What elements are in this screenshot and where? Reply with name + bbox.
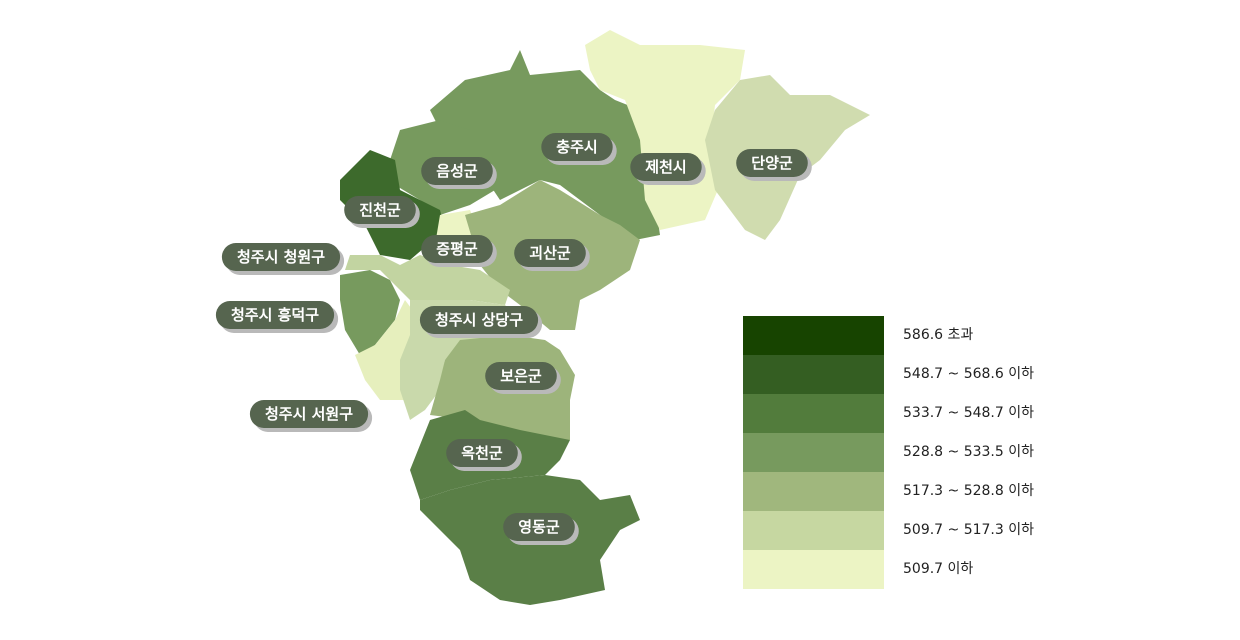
region-name: 단양군 — [751, 154, 793, 172]
region-label: 영동군 — [503, 513, 579, 545]
label-pill — [446, 439, 518, 467]
region-label: 증평군 — [421, 235, 497, 267]
region-label: 괴산군 — [514, 239, 590, 271]
region-name: 청주시 상당구 — [435, 311, 523, 329]
legend-label: 528.8 ~ 533.5 이하 — [903, 444, 1034, 460]
region-name: 청주시 흥덕구 — [231, 306, 319, 324]
label-pill — [485, 362, 557, 390]
region-label: 청주시 상당구 — [419, 306, 543, 338]
label-pill — [421, 157, 493, 185]
legend-label: 533.7 ~ 548.7 이하 — [903, 405, 1034, 421]
label-pill — [630, 153, 702, 181]
label-pill — [503, 513, 575, 541]
region-name: 보은군 — [500, 367, 542, 385]
region-label: 제천시 — [630, 153, 706, 185]
legend-swatch — [743, 355, 884, 394]
legend: 586.6 초과 548.7 ~ 568.6 이하 533.7 ~ 548.7 이하… — [743, 316, 1034, 589]
region-shape — [585, 30, 745, 230]
region-name: 청주시 서원구 — [265, 405, 353, 423]
region-name: 영동군 — [518, 518, 560, 536]
region-name: 충주시 — [556, 138, 597, 156]
region-label: 충주시 — [541, 133, 617, 165]
legend-swatch — [743, 511, 884, 550]
label-pill — [541, 133, 613, 161]
label-pill — [736, 149, 808, 177]
region-label: 청주시 흥덕구 — [215, 301, 339, 333]
legend-swatch — [743, 394, 884, 433]
region-name: 청주시 청원구 — [237, 248, 325, 266]
label-pill — [419, 306, 539, 334]
region-name: 제천시 — [645, 158, 686, 176]
region-label: 보은군 — [485, 362, 561, 394]
legend-label: 517.3 ~ 528.8 이하 — [903, 483, 1034, 499]
legend-label: 586.6 초과 — [903, 327, 973, 343]
region-label: 옥천군 — [446, 439, 522, 471]
region-name: 증평군 — [436, 240, 478, 258]
region-label: 청주시 서원구 — [249, 400, 373, 432]
legend-swatch — [743, 472, 884, 511]
legend-swatch — [743, 433, 884, 472]
label-pill — [421, 235, 493, 263]
legend-label: 548.7 ~ 568.6 이하 — [903, 366, 1034, 382]
label-pill — [344, 196, 416, 224]
region-shape — [355, 300, 420, 400]
region-name: 옥천군 — [461, 444, 503, 462]
legend-swatch — [743, 316, 884, 355]
region-label: 진천군 — [344, 196, 420, 228]
region-shape — [340, 270, 400, 355]
label-pill — [249, 400, 369, 428]
label-pill — [215, 301, 335, 329]
region-name: 음성군 — [436, 162, 478, 180]
region-label: 청주시 청원구 — [221, 243, 345, 275]
region-labels: 충주시 음성군 제천시 단양군 진천군 증평군 괴산군 청주시 청원구 청주시 … — [215, 133, 812, 545]
region-label: 단양군 — [736, 149, 812, 181]
region-name: 괴산군 — [529, 244, 571, 262]
legend-swatch — [743, 550, 884, 589]
region-label: 음성군 — [421, 157, 497, 189]
label-pill — [514, 239, 586, 267]
label-pill — [221, 243, 341, 271]
legend-label: 509.7 이하 — [903, 561, 973, 577]
region-shape — [345, 255, 510, 305]
region-name: 진천군 — [359, 201, 401, 219]
legend-label: 509.7 ~ 517.3 이하 — [903, 522, 1034, 538]
